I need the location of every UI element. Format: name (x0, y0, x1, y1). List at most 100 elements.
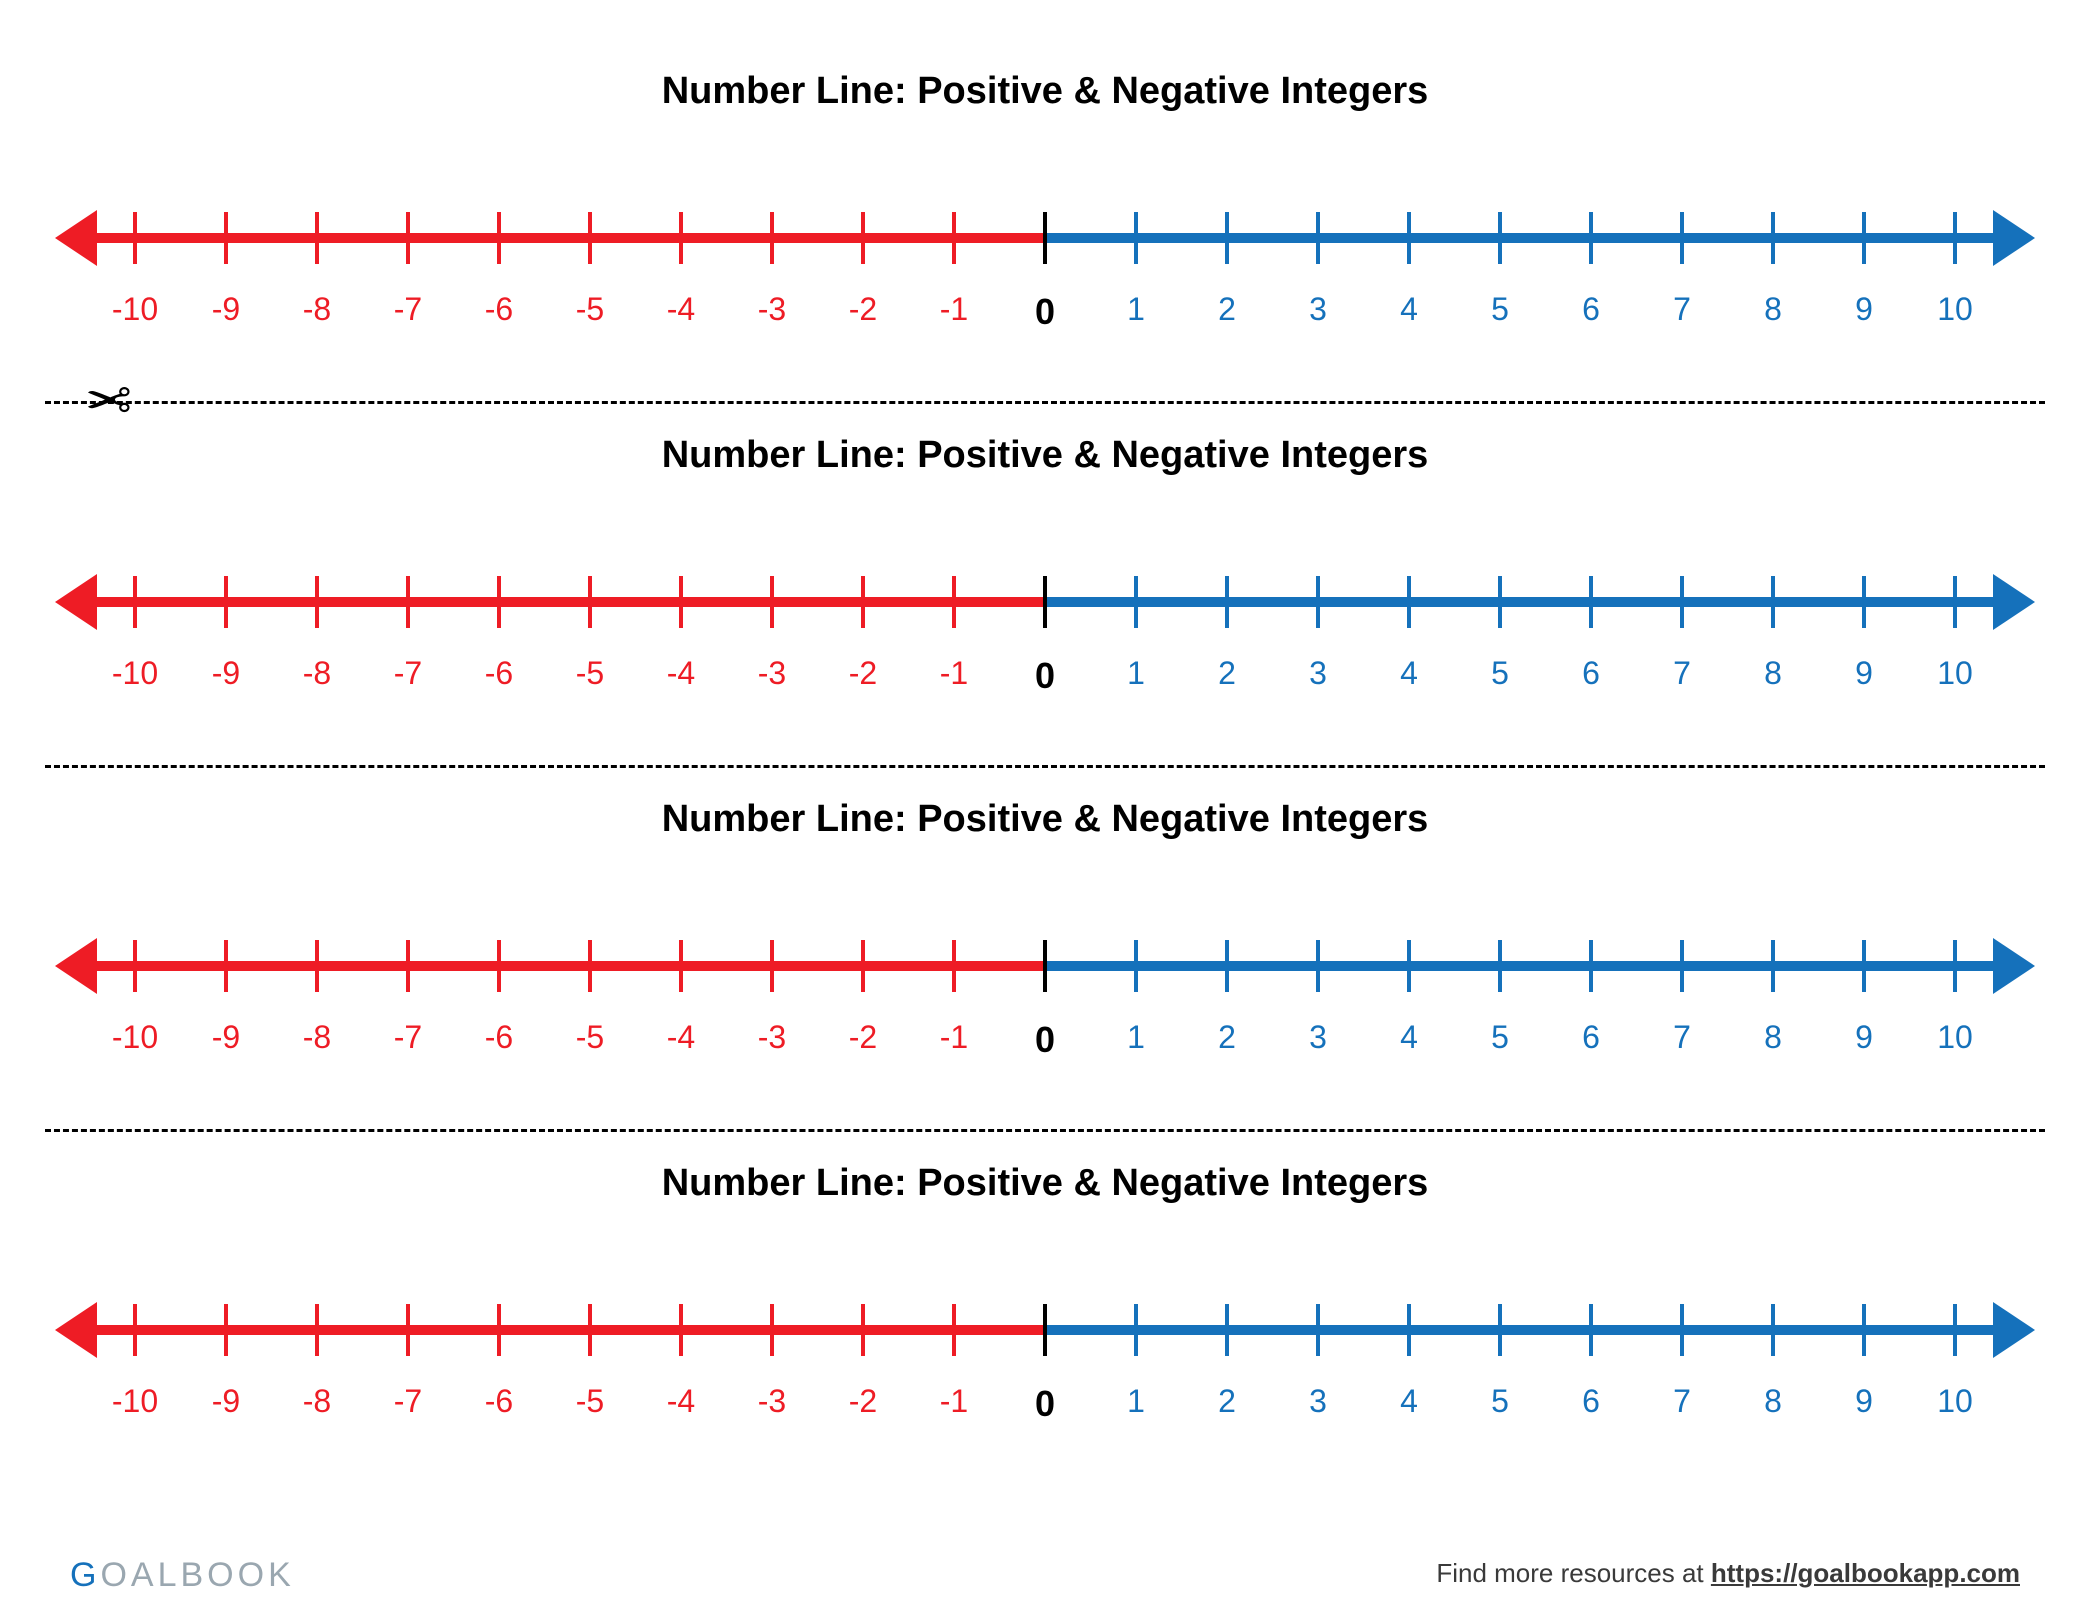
label-1: 1 (1127, 291, 1145, 328)
label-3: 3 (1309, 1019, 1327, 1056)
label-1: 1 (1127, 655, 1145, 692)
label--2: -2 (849, 655, 877, 692)
label--5: -5 (576, 655, 604, 692)
label-9: 9 (1855, 291, 1873, 328)
label-5: 5 (1491, 291, 1509, 328)
number-line-svg (45, 183, 2045, 273)
label--6: -6 (485, 1383, 513, 1420)
label-0: 0 (1035, 1383, 1055, 1425)
label-4: 4 (1400, 1019, 1418, 1056)
number-line-section-3: Number Line: Positive & Negative Integer… (0, 798, 2090, 1132)
label-5: 5 (1491, 655, 1509, 692)
number-line (45, 547, 2045, 637)
label-7: 7 (1673, 291, 1691, 328)
number-line-svg (45, 1275, 2045, 1365)
label-8: 8 (1764, 655, 1782, 692)
cut-line-wrap (45, 765, 2045, 768)
label-2: 2 (1218, 291, 1236, 328)
label-6: 6 (1582, 291, 1600, 328)
number-line-section-2: Number Line: Positive & Negative Integer… (0, 434, 2090, 768)
footer-link[interactable]: https://goalbookapp.com (1711, 1558, 2020, 1588)
label-0: 0 (1035, 655, 1055, 697)
label--3: -3 (758, 291, 786, 328)
label--10: -10 (112, 291, 158, 328)
label-10: 10 (1937, 1383, 1973, 1420)
footer-prefix: Find more resources at (1436, 1558, 1711, 1588)
label-6: 6 (1582, 655, 1600, 692)
number-labels-row: -10-9-8-7-6-5-4-3-2-1012345678910 (45, 655, 2045, 695)
label-9: 9 (1855, 1383, 1873, 1420)
logo-letter-g: G (70, 1556, 100, 1594)
label-1: 1 (1127, 1019, 1145, 1056)
number-line (45, 911, 2045, 1001)
label-10: 10 (1937, 655, 1973, 692)
number-line-section-4: Number Line: Positive & Negative Integer… (0, 1162, 2090, 1423)
label-2: 2 (1218, 1383, 1236, 1420)
arrow-right (1993, 574, 2035, 630)
label--6: -6 (485, 291, 513, 328)
label-3: 3 (1309, 291, 1327, 328)
number-labels-row: -10-9-8-7-6-5-4-3-2-1012345678910 (45, 291, 2045, 331)
goalbook-logo: GOALBOOK (70, 1556, 295, 1595)
sections-container: Number Line: Positive & Negative Integer… (0, 70, 2090, 1423)
number-labels-row: -10-9-8-7-6-5-4-3-2-1012345678910 (45, 1383, 2045, 1423)
label--2: -2 (849, 1383, 877, 1420)
number-line-svg (45, 547, 2045, 637)
label--6: -6 (485, 1019, 513, 1056)
label-3: 3 (1309, 655, 1327, 692)
number-labels-row: -10-9-8-7-6-5-4-3-2-1012345678910 (45, 1019, 2045, 1059)
label--2: -2 (849, 1019, 877, 1056)
label--1: -1 (940, 655, 968, 692)
cut-line-wrap: ✂ (45, 401, 2045, 404)
label--6: -6 (485, 655, 513, 692)
worksheet-page: Number Line: Positive & Negative Integer… (0, 0, 2090, 1615)
label--4: -4 (667, 1019, 695, 1056)
label--8: -8 (303, 1019, 331, 1056)
label--2: -2 (849, 291, 877, 328)
label-6: 6 (1582, 1383, 1600, 1420)
label--8: -8 (303, 1383, 331, 1420)
label--7: -7 (394, 1383, 422, 1420)
cut-line (45, 765, 2045, 768)
label-5: 5 (1491, 1019, 1509, 1056)
label-2: 2 (1218, 655, 1236, 692)
label-1: 1 (1127, 1383, 1145, 1420)
label-10: 10 (1937, 291, 1973, 328)
label--3: -3 (758, 1383, 786, 1420)
label-9: 9 (1855, 655, 1873, 692)
label-4: 4 (1400, 1383, 1418, 1420)
label--7: -7 (394, 1019, 422, 1056)
cut-line (45, 1129, 2045, 1132)
arrow-left (55, 574, 97, 630)
section-title: Number Line: Positive & Negative Integer… (0, 70, 2090, 113)
label--9: -9 (212, 655, 240, 692)
label--8: -8 (303, 291, 331, 328)
label--5: -5 (576, 1019, 604, 1056)
arrow-left (55, 1302, 97, 1358)
section-title: Number Line: Positive & Negative Integer… (0, 1162, 2090, 1205)
label-0: 0 (1035, 1019, 1055, 1061)
label-8: 8 (1764, 291, 1782, 328)
cut-line-wrap (45, 1129, 2045, 1132)
label--4: -4 (667, 1383, 695, 1420)
label-7: 7 (1673, 655, 1691, 692)
label-6: 6 (1582, 1019, 1600, 1056)
label-2: 2 (1218, 1019, 1236, 1056)
label-4: 4 (1400, 655, 1418, 692)
label-3: 3 (1309, 1383, 1327, 1420)
label--9: -9 (212, 291, 240, 328)
label--3: -3 (758, 655, 786, 692)
label--4: -4 (667, 291, 695, 328)
label-7: 7 (1673, 1383, 1691, 1420)
number-line (45, 183, 2045, 273)
footer-resource-text: Find more resources at https://goalbooka… (1436, 1558, 2020, 1589)
label-5: 5 (1491, 1383, 1509, 1420)
arrow-left (55, 210, 97, 266)
label-0: 0 (1035, 291, 1055, 333)
label--1: -1 (940, 1019, 968, 1056)
cut-line (45, 401, 2045, 404)
arrow-left (55, 938, 97, 994)
arrow-right (1993, 938, 2035, 994)
label--10: -10 (112, 1019, 158, 1056)
label-10: 10 (1937, 1019, 1973, 1056)
